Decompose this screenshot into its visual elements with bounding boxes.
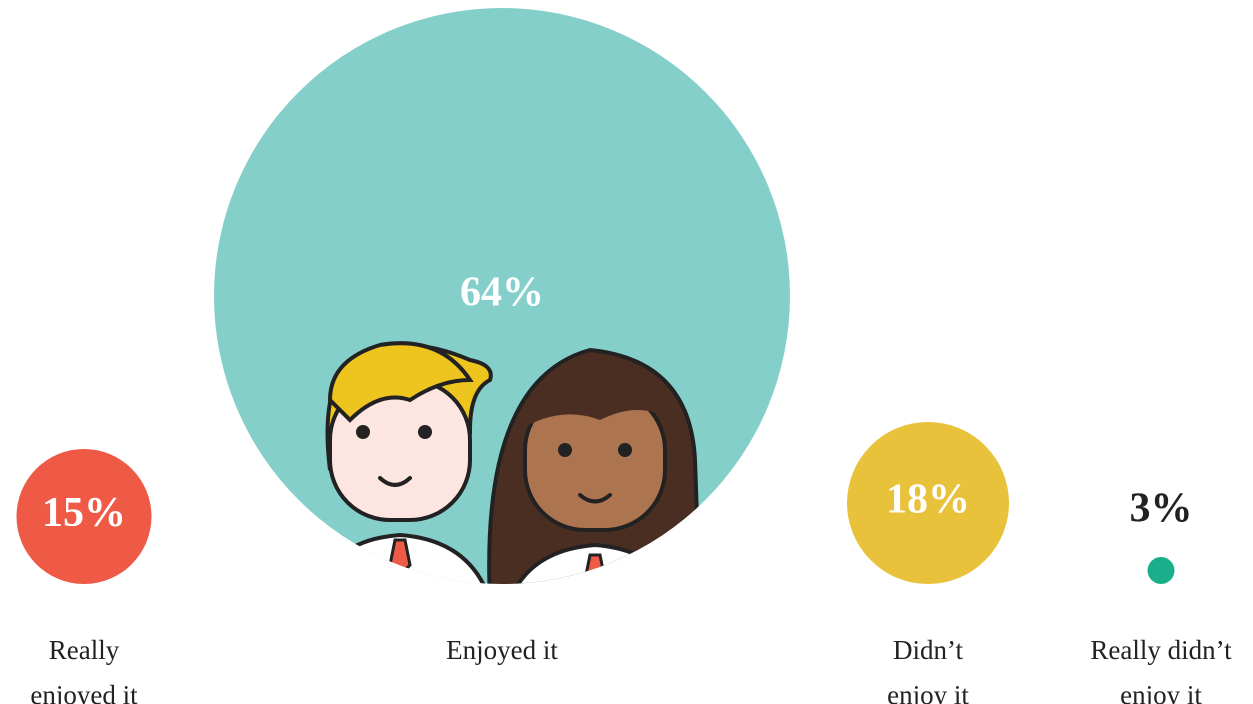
value-label: 3% — [1130, 486, 1193, 532]
value-label: 15% — [42, 490, 126, 536]
bubble — [847, 422, 1009, 584]
category-label: Really enjoyed it — [30, 635, 138, 704]
category-label: Enjoyed it — [446, 635, 558, 665]
bubble — [16, 449, 152, 584]
value-label: 18% — [886, 477, 970, 523]
value-label: 64% — [460, 270, 544, 316]
category-label: Didn’t enjoy it — [887, 635, 969, 704]
category-label: Really didn’t enjoy it — [1090, 635, 1232, 704]
bubble — [1147, 557, 1175, 584]
